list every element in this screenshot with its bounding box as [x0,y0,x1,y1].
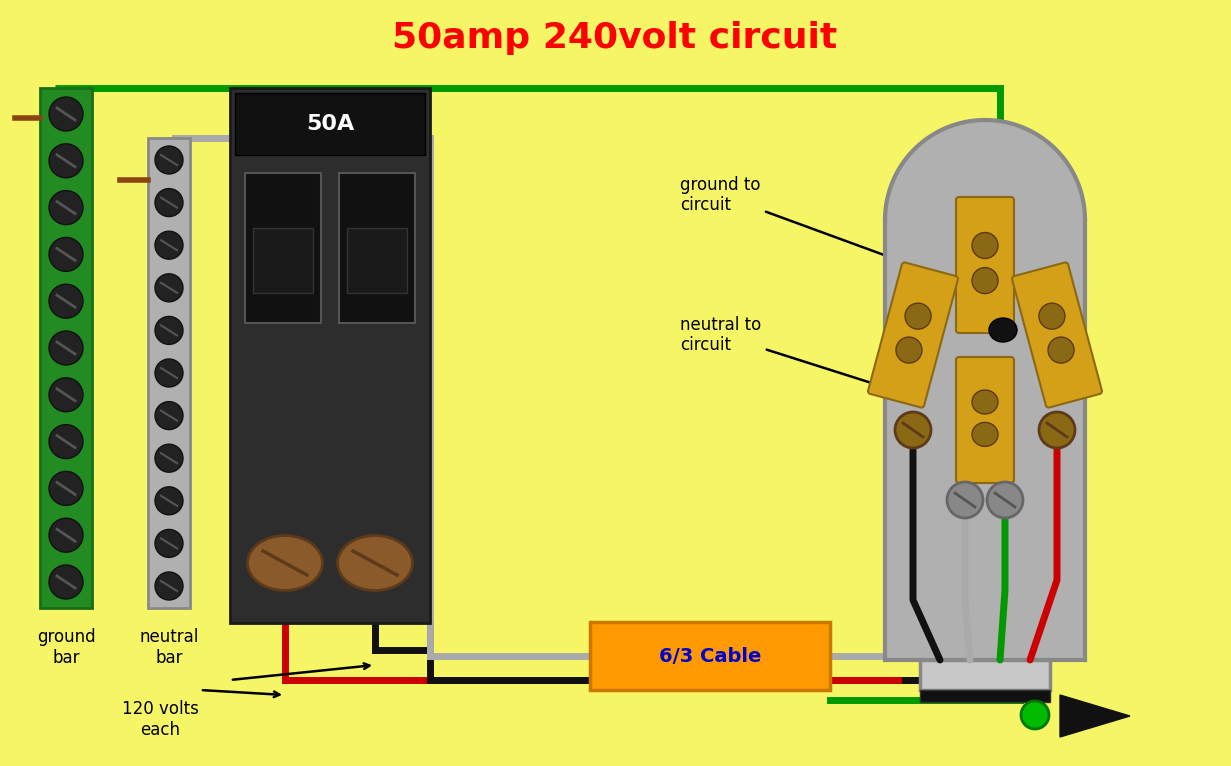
Bar [920,660,1050,690]
Polygon shape [885,120,1085,220]
Bar [235,93,425,155]
Circle shape [49,331,82,365]
Ellipse shape [972,233,998,258]
Polygon shape [1060,695,1130,737]
Bar [920,690,1050,702]
Circle shape [155,188,183,217]
Ellipse shape [1048,337,1073,363]
Circle shape [155,487,183,515]
Ellipse shape [972,390,998,414]
Bar [339,173,415,323]
Ellipse shape [337,535,412,591]
Circle shape [155,146,183,174]
Circle shape [1039,412,1075,448]
Circle shape [155,444,183,472]
Bar [590,622,830,690]
Ellipse shape [1039,303,1065,329]
Text: neutral
bar: neutral bar [139,628,198,666]
Bar [39,88,92,608]
Text: 50A: 50A [305,114,355,134]
Text: 120 volts
each: 120 volts each [122,700,198,738]
Text: 6/3 Cable: 6/3 Cable [659,647,761,666]
Circle shape [49,519,82,552]
Bar [245,173,321,323]
Bar [148,138,190,608]
Text: 50amp 240volt circuit: 50amp 240volt circuit [393,21,837,55]
Text: ground to
circuit: ground to circuit [680,175,920,269]
Circle shape [49,191,82,224]
Circle shape [155,231,183,259]
Ellipse shape [896,337,922,363]
Circle shape [49,97,82,131]
Bar [885,220,1085,660]
Text: ground
bar: ground bar [37,628,95,666]
Circle shape [947,482,984,518]
Circle shape [895,412,931,448]
Bar [230,88,430,623]
Circle shape [155,401,183,430]
Circle shape [49,144,82,178]
Circle shape [155,316,183,345]
Bar [347,228,407,293]
Bar [254,228,313,293]
Ellipse shape [972,267,998,293]
FancyBboxPatch shape [868,263,958,408]
Circle shape [49,378,82,412]
FancyBboxPatch shape [956,197,1014,333]
Circle shape [155,273,183,302]
Circle shape [155,572,183,600]
Ellipse shape [905,303,931,329]
Circle shape [49,471,82,506]
FancyBboxPatch shape [1012,263,1102,408]
Circle shape [1020,701,1049,729]
Circle shape [49,237,82,271]
Circle shape [155,529,183,558]
Text: neutral to
circuit: neutral to circuit [680,316,920,399]
Circle shape [155,359,183,387]
Circle shape [49,424,82,459]
Ellipse shape [972,422,998,447]
FancyBboxPatch shape [956,357,1014,483]
Circle shape [49,565,82,599]
Ellipse shape [988,318,1017,342]
Circle shape [49,284,82,318]
Circle shape [987,482,1023,518]
Ellipse shape [247,535,323,591]
